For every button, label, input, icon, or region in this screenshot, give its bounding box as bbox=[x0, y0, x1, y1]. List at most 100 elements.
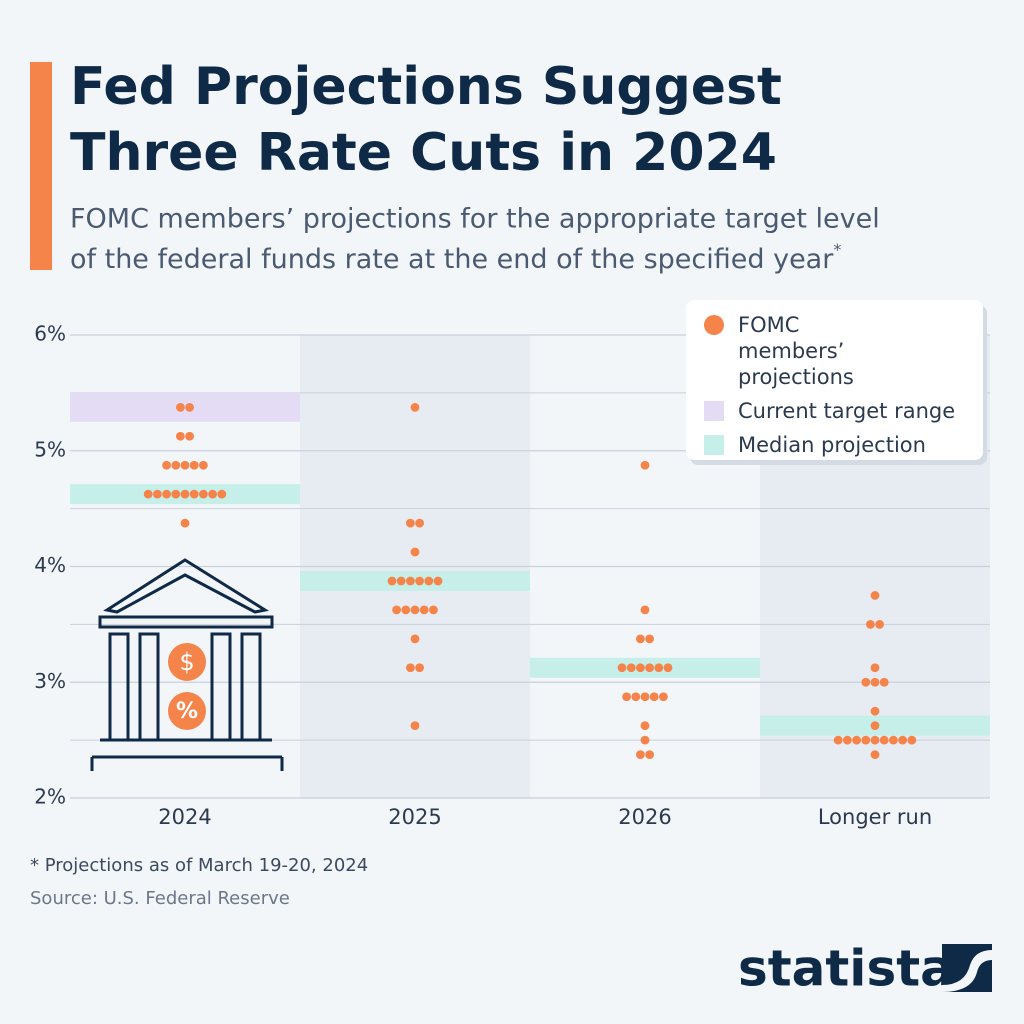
dot bbox=[176, 431, 185, 441]
dot bbox=[640, 605, 650, 615]
dot bbox=[649, 692, 659, 702]
dot bbox=[861, 677, 871, 687]
dot bbox=[401, 605, 411, 615]
dot bbox=[870, 750, 880, 759]
chart-title: Three Rate Cuts in 2024 bbox=[70, 123, 777, 183]
icon-circle bbox=[168, 643, 206, 681]
dot bbox=[663, 663, 673, 673]
dot bbox=[833, 735, 843, 745]
dot bbox=[415, 576, 424, 586]
dot bbox=[631, 692, 641, 702]
legend-item: Median projection bbox=[704, 432, 965, 458]
icon-symbol: $ bbox=[179, 648, 194, 676]
dot bbox=[870, 735, 880, 745]
legend-swatch bbox=[704, 401, 724, 421]
dot bbox=[622, 692, 631, 702]
median-band bbox=[300, 570, 530, 591]
y-tick-label: 4% bbox=[34, 553, 66, 577]
dot bbox=[396, 576, 406, 586]
dot bbox=[898, 735, 907, 745]
y-tick-label: 5% bbox=[34, 437, 66, 461]
logo: statista bbox=[738, 940, 954, 998]
x-tick-label: 2025 bbox=[388, 805, 441, 829]
legend-label: Median projection bbox=[738, 433, 926, 457]
legend-label: FOMC members’ projections bbox=[738, 313, 854, 389]
dot bbox=[387, 576, 397, 586]
footnote: * Projections as of March 19-20, 2024 bbox=[30, 855, 368, 876]
dot bbox=[626, 663, 636, 673]
dot bbox=[406, 576, 415, 586]
dot bbox=[617, 663, 627, 673]
dot bbox=[889, 735, 898, 745]
dot bbox=[907, 735, 917, 745]
dot bbox=[410, 721, 420, 731]
dot bbox=[189, 460, 199, 470]
median-band bbox=[530, 657, 760, 678]
subtitle-mark: * bbox=[833, 240, 841, 259]
dot bbox=[180, 518, 190, 528]
dot bbox=[176, 402, 185, 412]
accent-bar bbox=[30, 62, 52, 270]
dot bbox=[406, 663, 415, 673]
dot bbox=[429, 605, 438, 615]
dot bbox=[866, 619, 875, 629]
dot bbox=[392, 605, 401, 615]
dot bbox=[645, 663, 654, 673]
legend-item: Current target range bbox=[704, 398, 965, 424]
dot bbox=[199, 460, 208, 470]
dot bbox=[870, 721, 880, 731]
dot bbox=[640, 460, 650, 470]
dot bbox=[870, 591, 880, 600]
dot bbox=[171, 489, 181, 499]
dot bbox=[143, 489, 153, 499]
dot bbox=[870, 677, 880, 687]
dot bbox=[645, 634, 654, 644]
icon-circle bbox=[168, 692, 206, 730]
dot bbox=[870, 663, 880, 673]
dot bbox=[171, 460, 181, 470]
dot bbox=[208, 489, 218, 499]
x-tick-label: 2024 bbox=[158, 805, 211, 829]
subtitle-line: of the federal funds rate at the end of … bbox=[70, 244, 834, 275]
chart-title: Fed Projections Suggest bbox=[70, 57, 782, 117]
dot bbox=[640, 692, 650, 702]
dot bbox=[217, 489, 227, 499]
legend-swatch bbox=[704, 315, 724, 335]
y-tick-label: 2% bbox=[34, 785, 66, 809]
x-tick-label: Longer run bbox=[818, 805, 932, 829]
bank-icon bbox=[90, 558, 284, 771]
dot bbox=[410, 402, 420, 412]
dot bbox=[189, 489, 199, 499]
icon-symbol: % bbox=[176, 699, 198, 724]
dot bbox=[185, 431, 195, 441]
dot bbox=[861, 735, 871, 745]
dot bbox=[410, 634, 420, 644]
dot bbox=[433, 576, 443, 586]
dot bbox=[180, 460, 190, 470]
target-range bbox=[70, 392, 300, 422]
legend: FOMC members’ projections Current target … bbox=[686, 300, 983, 460]
y-tick-label: 6% bbox=[34, 322, 66, 346]
dot bbox=[415, 518, 424, 528]
dot bbox=[640, 735, 650, 745]
dot bbox=[879, 677, 889, 687]
y-tick-label: 3% bbox=[34, 669, 66, 693]
dot bbox=[636, 634, 645, 644]
dot bbox=[852, 735, 861, 745]
legend-swatch bbox=[704, 435, 724, 455]
dot bbox=[875, 619, 884, 629]
dot bbox=[636, 663, 645, 673]
dot bbox=[162, 460, 172, 470]
subtitle: FOMC members’ projections for the approp… bbox=[70, 204, 880, 235]
dot bbox=[419, 605, 429, 615]
dot bbox=[654, 663, 664, 673]
dot bbox=[879, 735, 889, 745]
legend-item: FOMC members’ projections bbox=[704, 312, 965, 390]
x-tick-label: 2026 bbox=[618, 805, 671, 829]
subtitle: of the federal funds rate at the end of … bbox=[70, 240, 841, 275]
dot bbox=[870, 706, 880, 716]
dot bbox=[415, 663, 424, 673]
dot bbox=[636, 750, 645, 759]
